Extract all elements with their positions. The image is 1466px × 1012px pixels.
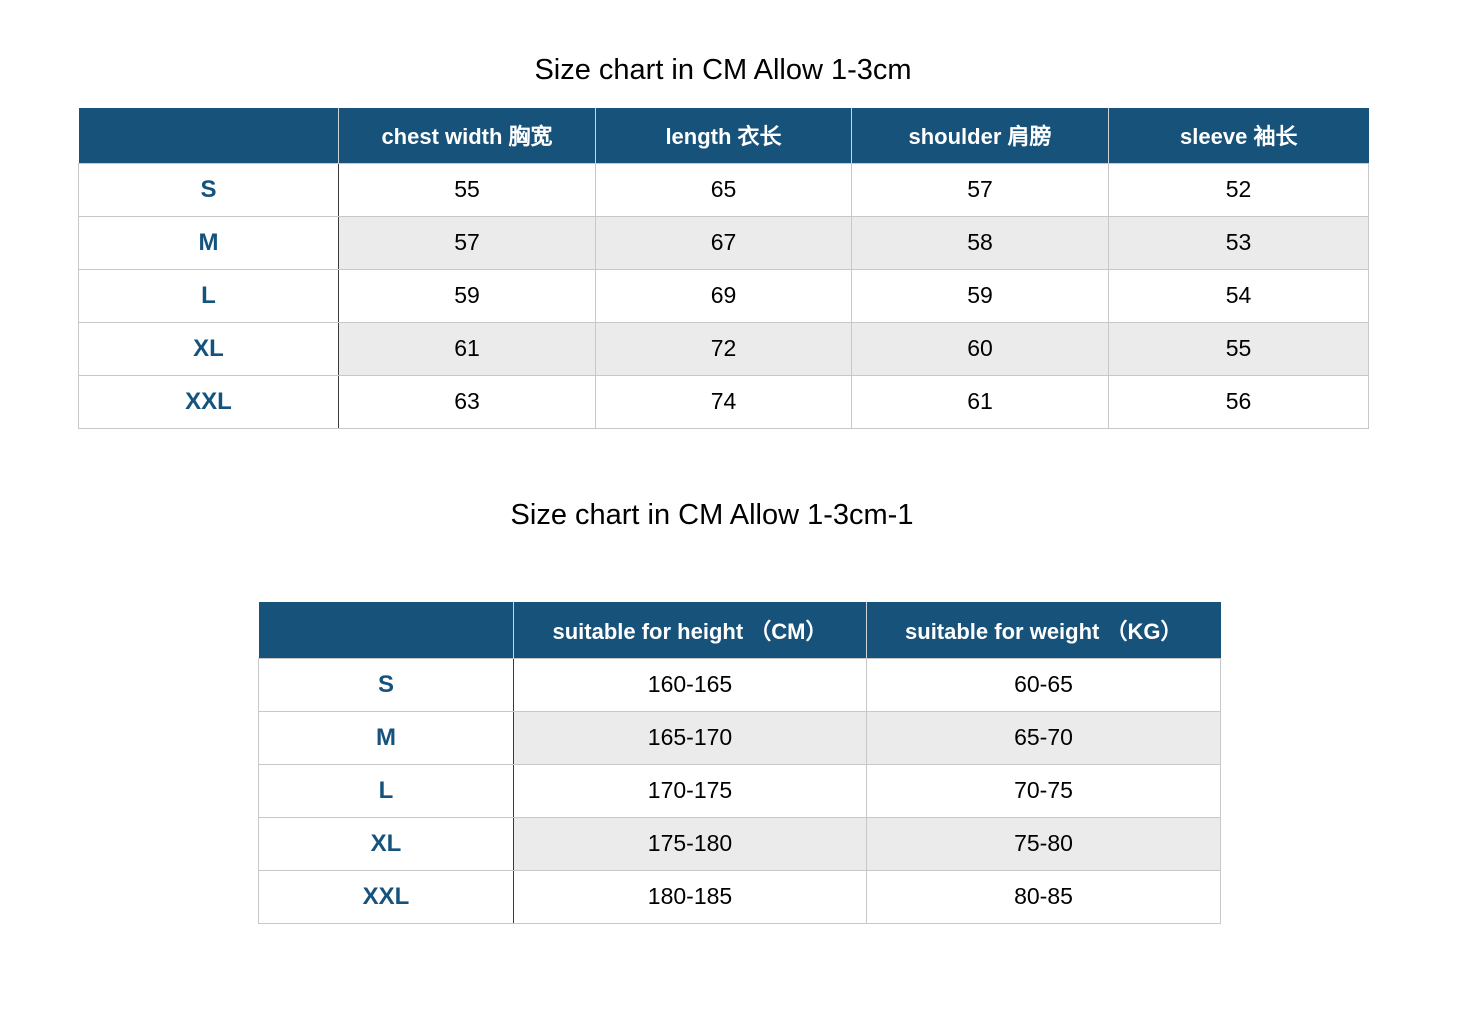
size-label-m: M bbox=[258, 710, 514, 765]
cell-xxl-height: 180-185 bbox=[513, 869, 867, 924]
size-table-measurements: chest width 胸宽 length 衣长 shoulder 肩膀 sle… bbox=[78, 108, 1369, 429]
table2-row-l: L 170-175 70-75 bbox=[258, 763, 1221, 818]
size-label-xl: XL bbox=[78, 321, 339, 376]
cell-l-sleeve: 54 bbox=[1108, 268, 1369, 323]
table1-row-s: S 55 65 57 52 bbox=[78, 162, 1369, 217]
cell-m-chest: 57 bbox=[338, 215, 596, 270]
table1-row-xxl: XXL 63 74 61 56 bbox=[78, 374, 1369, 429]
cell-xl-weight: 75-80 bbox=[866, 816, 1221, 871]
table1-header-length: length 衣长 bbox=[595, 108, 852, 164]
cell-xxl-sleeve: 56 bbox=[1108, 374, 1369, 429]
table1-title: Size chart in CM Allow 1-3cm bbox=[534, 54, 912, 86]
table1-header-row: chest width 胸宽 length 衣长 shoulder 肩膀 sle… bbox=[78, 108, 1369, 164]
size-label-l: L bbox=[258, 763, 514, 818]
cell-l-weight: 70-75 bbox=[866, 763, 1221, 818]
table1-row-m: M 57 67 58 53 bbox=[78, 215, 1369, 270]
cell-l-height: 170-175 bbox=[513, 763, 867, 818]
cell-m-length: 67 bbox=[595, 215, 852, 270]
cell-m-shoulder: 58 bbox=[851, 215, 1109, 270]
cell-xl-length: 72 bbox=[595, 321, 852, 376]
size-label-l: L bbox=[78, 268, 339, 323]
table2-header-blank bbox=[258, 602, 514, 659]
size-label-m: M bbox=[78, 215, 339, 270]
table2-row-s: S 160-165 60-65 bbox=[258, 657, 1221, 712]
table1-header-sleeve: sleeve 袖长 bbox=[1108, 108, 1369, 164]
size-label-s: S bbox=[258, 657, 514, 712]
cell-s-sleeve: 52 bbox=[1108, 162, 1369, 217]
cell-xxl-chest: 63 bbox=[338, 374, 596, 429]
cell-l-shoulder: 59 bbox=[851, 268, 1109, 323]
table2-row-xl: XL 175-180 75-80 bbox=[258, 816, 1221, 871]
table2-header-row: suitable for height （CM） suitable for we… bbox=[258, 602, 1221, 659]
table1-row-xl: XL 61 72 60 55 bbox=[78, 321, 1369, 376]
cell-m-weight: 65-70 bbox=[866, 710, 1221, 765]
size-label-xxl: XXL bbox=[78, 374, 339, 429]
cell-m-height: 165-170 bbox=[513, 710, 867, 765]
table2-header-weight: suitable for weight （KG） bbox=[866, 602, 1221, 659]
size-label-xxl: XXL bbox=[258, 869, 514, 924]
table1-header-chest-width: chest width 胸宽 bbox=[338, 108, 596, 164]
table1-header-shoulder: shoulder 肩膀 bbox=[851, 108, 1109, 164]
cell-xxl-weight: 80-85 bbox=[866, 869, 1221, 924]
cell-s-chest: 55 bbox=[338, 162, 596, 217]
cell-s-length: 65 bbox=[595, 162, 852, 217]
table2-row-m: M 165-170 65-70 bbox=[258, 710, 1221, 765]
table1-header-blank bbox=[78, 108, 339, 164]
table1-row-l: L 59 69 59 54 bbox=[78, 268, 1369, 323]
size-table-fit-guide: suitable for height （CM） suitable for we… bbox=[258, 602, 1221, 924]
cell-m-sleeve: 53 bbox=[1108, 215, 1369, 270]
cell-xxl-length: 74 bbox=[595, 374, 852, 429]
table2-row-xxl: XXL 180-185 80-85 bbox=[258, 869, 1221, 924]
cell-xl-chest: 61 bbox=[338, 321, 596, 376]
cell-xl-shoulder: 60 bbox=[851, 321, 1109, 376]
cell-s-shoulder: 57 bbox=[851, 162, 1109, 217]
size-label-xl: XL bbox=[258, 816, 514, 871]
size-label-s: S bbox=[78, 162, 339, 217]
cell-xxl-shoulder: 61 bbox=[851, 374, 1109, 429]
table2-title: Size chart in CM Allow 1-3cm-1 bbox=[510, 499, 914, 531]
table2-header-height: suitable for height （CM） bbox=[513, 602, 867, 659]
cell-xl-sleeve: 55 bbox=[1108, 321, 1369, 376]
cell-l-length: 69 bbox=[595, 268, 852, 323]
cell-s-weight: 60-65 bbox=[866, 657, 1221, 712]
cell-xl-height: 175-180 bbox=[513, 816, 867, 871]
cell-s-height: 160-165 bbox=[513, 657, 867, 712]
cell-l-chest: 59 bbox=[338, 268, 596, 323]
